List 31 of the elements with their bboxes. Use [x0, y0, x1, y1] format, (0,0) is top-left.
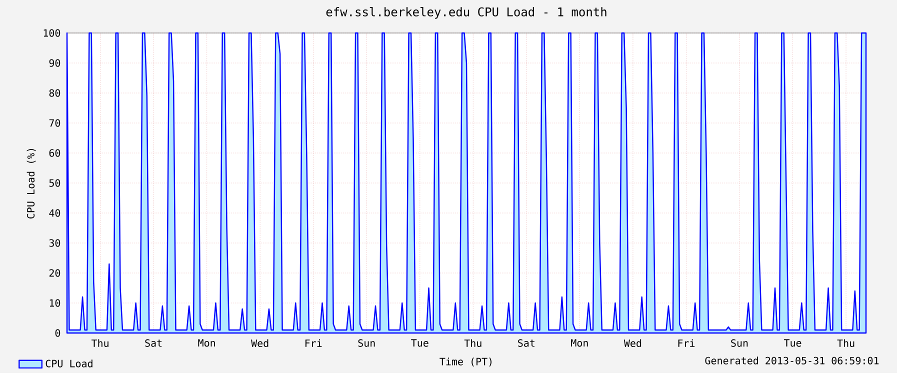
y-tick-label: 100: [44, 29, 60, 37]
y-tick-label: 90: [49, 59, 60, 67]
y-tick-label: 60: [49, 149, 60, 157]
x-tick-label: Thu: [464, 339, 482, 347]
x-tick-label: Mon: [571, 339, 588, 347]
x-tick-label: Sun: [358, 339, 375, 347]
x-tick-label: Sun: [731, 339, 748, 347]
text: Generated 2013-05-31 06:59:01: [705, 356, 879, 364]
legend-label: CPU Load: [46, 360, 92, 368]
x-tick-label: Thu: [837, 339, 854, 347]
x-tick-label: Mon: [198, 339, 215, 347]
y-tick-label: 30: [49, 239, 60, 247]
x-tick-label: Wed: [624, 339, 642, 347]
x-tick-label: Sat: [518, 339, 534, 347]
y-tick-label: 80: [49, 89, 60, 97]
y-axis-title: CPU Load (%): [26, 148, 36, 218]
y-tick-label: 0: [55, 329, 60, 337]
x-tick-label: Sat: [145, 339, 162, 347]
x-tick-label: Fri: [678, 339, 695, 347]
x-axis-title: Time (PT): [440, 358, 492, 366]
y-tick-label: 40: [49, 209, 60, 217]
y-tick-label: 50: [49, 179, 60, 187]
x-tick-label: Wed: [251, 339, 268, 347]
y-tick-label: 10: [50, 299, 60, 307]
x-tick-label: Tue: [784, 339, 802, 347]
x-tick-label: Thu: [91, 339, 108, 347]
x-tick-label: Fri: [305, 339, 322, 347]
chart-title: efw.ssl.berkeley.edu CPU Load - 1 month: [326, 7, 606, 19]
y-tick-label: 70: [49, 119, 60, 127]
x-tick-label: Tue: [411, 339, 428, 347]
y-tick-label: 20: [49, 269, 60, 277]
